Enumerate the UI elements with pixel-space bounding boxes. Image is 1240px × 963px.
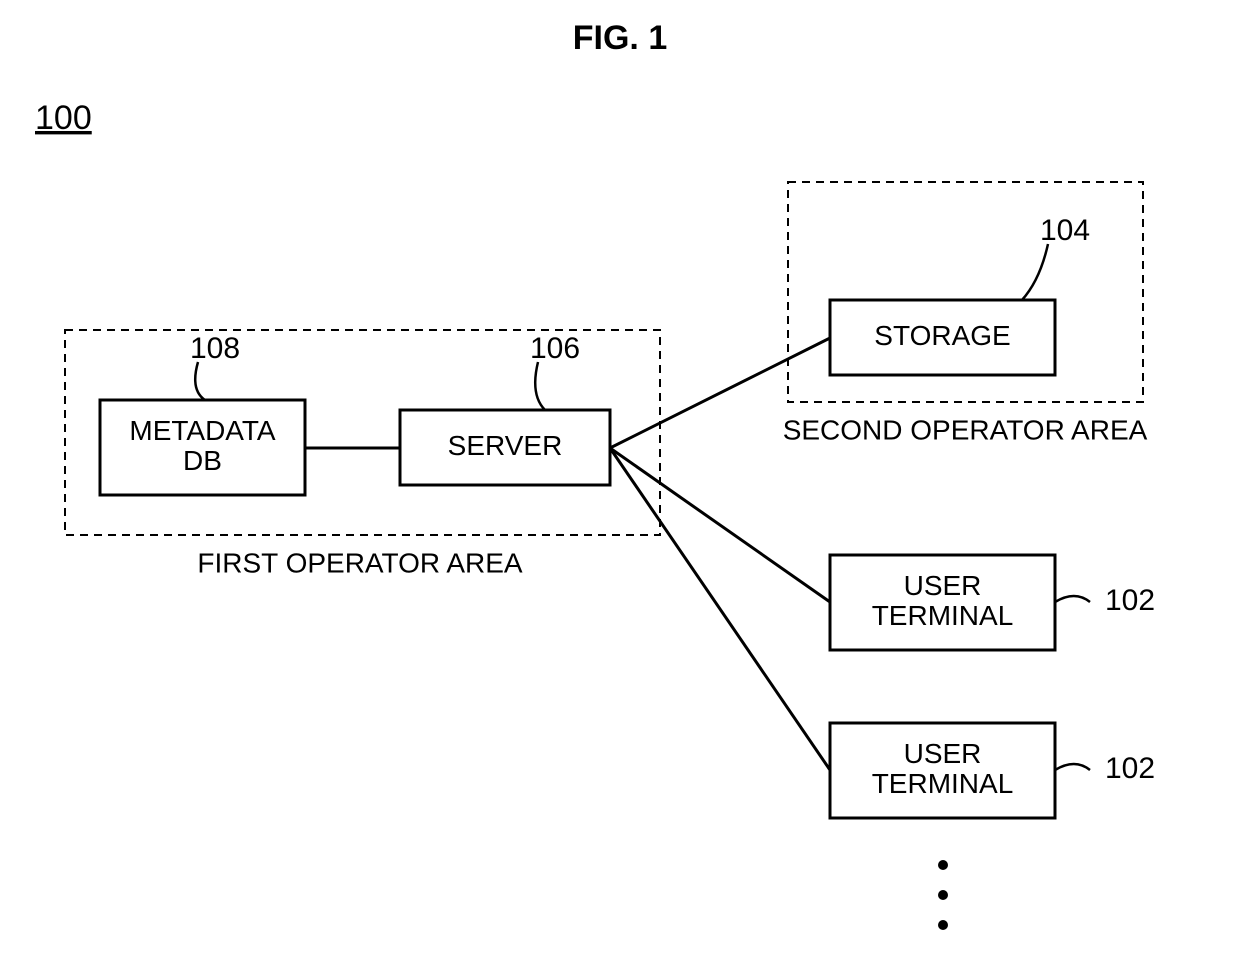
leader-r104: [1022, 244, 1048, 300]
ref-r106: 106: [530, 332, 580, 365]
edge-2: [610, 448, 830, 602]
node-label-server: SERVER: [448, 430, 563, 461]
node-label-ut1-1: USER: [904, 570, 982, 601]
ref-r102b: 102: [1105, 752, 1155, 785]
area-label-second: SECOND OPERATOR AREA: [783, 414, 1148, 445]
leader-r102b: [1055, 764, 1090, 770]
leader-r106: [535, 362, 545, 410]
leader-r108: [195, 362, 205, 400]
ellipsis-dot-1: [938, 890, 948, 900]
node-label-ut2-1: USER: [904, 738, 982, 769]
figure-ref-main: 100: [35, 99, 92, 137]
node-label-metadata-2: DB: [183, 445, 222, 476]
edge-3: [610, 448, 830, 770]
ref-r104: 104: [1040, 214, 1090, 247]
ellipsis-dot-0: [938, 860, 948, 870]
node-label-ut1-2: TERMINAL: [872, 600, 1014, 631]
ellipsis-dot-2: [938, 920, 948, 930]
diagram-canvas: FIG. 1 100 FIRST OPERATOR AREA SECOND OPERA…: [0, 0, 1240, 963]
leader-r102a: [1055, 596, 1090, 602]
area-label-first: FIRST OPERATOR AREA: [197, 547, 523, 578]
ref-r102a: 102: [1105, 584, 1155, 617]
node-label-ut2-2: TERMINAL: [872, 768, 1014, 799]
node-label-storage: STORAGE: [874, 320, 1010, 351]
figure-title: FIG. 1: [573, 19, 667, 57]
ref-r108: 108: [190, 332, 240, 365]
node-label-metadata-1: METADATA: [129, 415, 276, 446]
